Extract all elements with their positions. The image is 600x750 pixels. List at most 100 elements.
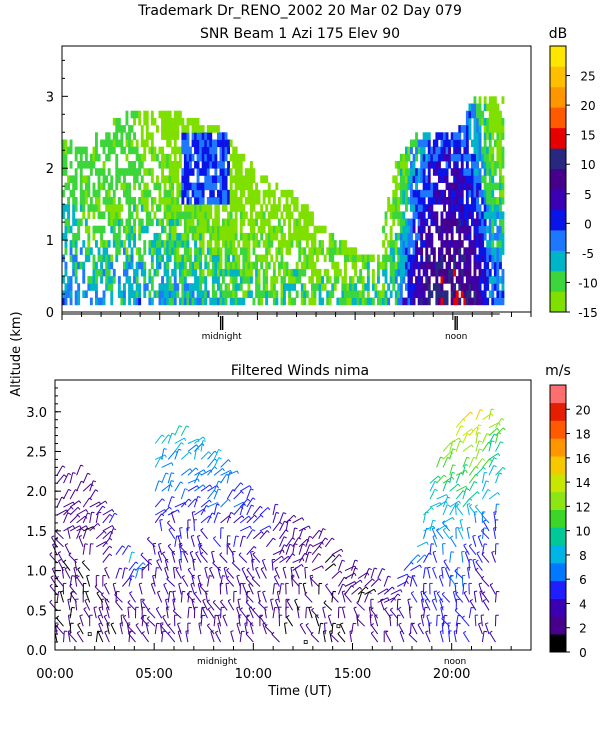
wind-barb-flag bbox=[243, 503, 247, 506]
snr-cell bbox=[478, 232, 482, 241]
snr-cell bbox=[255, 283, 258, 291]
snr-cell bbox=[97, 297, 101, 306]
snr-cell bbox=[493, 232, 497, 241]
wind-barb bbox=[126, 623, 130, 635]
snr-cell bbox=[191, 225, 195, 234]
snr-cell bbox=[499, 240, 502, 248]
snr-cell bbox=[138, 247, 142, 255]
snr-cell bbox=[150, 276, 154, 284]
wind-barb bbox=[167, 480, 172, 492]
snr-cell bbox=[171, 175, 175, 183]
snr-cell bbox=[465, 117, 469, 126]
snr-cell bbox=[277, 197, 281, 205]
wind-barb bbox=[482, 600, 490, 611]
wind-barb bbox=[481, 553, 490, 563]
wind-barb-flag bbox=[472, 534, 476, 537]
snr-cell bbox=[499, 146, 502, 155]
snr-cell bbox=[465, 232, 469, 241]
snr-cell bbox=[476, 297, 479, 306]
snr-cell bbox=[272, 204, 276, 212]
wind-barb bbox=[399, 631, 405, 643]
wind-barb bbox=[337, 584, 344, 595]
snr-cell bbox=[432, 283, 436, 291]
snr-cell bbox=[410, 240, 413, 248]
snr-cell bbox=[496, 240, 500, 248]
snr-cell bbox=[351, 297, 355, 306]
snr-cell bbox=[209, 161, 213, 169]
snr-cell bbox=[257, 283, 261, 291]
snr-cell bbox=[176, 132, 180, 140]
snr-cell bbox=[171, 161, 175, 169]
snr-cell bbox=[181, 197, 185, 205]
wind-barb bbox=[403, 576, 409, 587]
snr-cell bbox=[79, 146, 83, 155]
snr-cell bbox=[201, 153, 205, 162]
snr-cell bbox=[163, 268, 167, 277]
snr-cell bbox=[501, 197, 505, 205]
wind-barb bbox=[339, 623, 346, 635]
snr-cell bbox=[471, 110, 474, 119]
snr-cell bbox=[87, 276, 91, 284]
snr-cell bbox=[265, 204, 269, 212]
snr-cell bbox=[453, 283, 457, 291]
wind-barb bbox=[493, 527, 496, 539]
wind-barb bbox=[331, 554, 340, 563]
snr-cell bbox=[135, 261, 139, 270]
snr-cell bbox=[74, 268, 78, 277]
snr-cell bbox=[501, 218, 505, 227]
snr-cell bbox=[214, 297, 218, 306]
wind-barb-flag bbox=[283, 536, 287, 539]
snr-cell bbox=[229, 197, 233, 205]
snr-cell bbox=[244, 247, 248, 255]
snr-cell bbox=[110, 261, 114, 270]
wind-barb bbox=[187, 444, 197, 452]
snr-cell bbox=[150, 197, 154, 205]
wind-barb bbox=[200, 529, 208, 540]
snr-cell bbox=[438, 146, 441, 155]
snr-cell bbox=[163, 240, 167, 248]
snr-cell bbox=[252, 261, 256, 270]
snr-cell bbox=[473, 247, 477, 255]
snr-cell bbox=[130, 197, 134, 205]
snr-cell bbox=[168, 254, 172, 263]
wind-barb bbox=[56, 617, 64, 627]
wind-barb bbox=[180, 498, 190, 508]
wind-barb-flag bbox=[67, 527, 71, 529]
snr-cell bbox=[69, 276, 73, 284]
snr-cell bbox=[463, 125, 467, 133]
snr-cell bbox=[199, 225, 203, 234]
wind-barb bbox=[341, 591, 346, 603]
snr-cell bbox=[229, 225, 233, 234]
snr-cell bbox=[211, 283, 215, 291]
wind-barb-flag bbox=[439, 574, 443, 577]
snr-cell bbox=[501, 268, 505, 277]
snr-cell bbox=[440, 290, 444, 298]
snr-cell bbox=[407, 232, 411, 241]
snr-cell bbox=[194, 276, 197, 284]
wind-barb bbox=[226, 489, 234, 500]
snr-cell bbox=[77, 297, 81, 306]
snr-cell bbox=[72, 240, 76, 248]
wind-barb bbox=[77, 624, 84, 635]
wind-barb bbox=[479, 591, 483, 603]
snr-cell bbox=[405, 283, 408, 291]
snr-cell bbox=[166, 290, 170, 298]
wind-barb bbox=[324, 585, 333, 595]
snr-cell bbox=[181, 261, 185, 270]
wind-barb bbox=[217, 623, 222, 635]
snr-cell bbox=[275, 232, 279, 241]
wind-barb-flag bbox=[215, 630, 219, 633]
snr-cell bbox=[206, 247, 210, 255]
snr-cell bbox=[387, 297, 391, 306]
wind-barb-flag bbox=[77, 567, 81, 570]
snr-cell bbox=[204, 290, 208, 298]
snr-cell bbox=[438, 254, 441, 263]
wind-barb bbox=[96, 541, 107, 548]
snr-cell bbox=[62, 168, 65, 176]
wind-barb-flag bbox=[328, 614, 332, 617]
snr-cell bbox=[191, 125, 195, 133]
snr-cell bbox=[410, 161, 413, 169]
snr-cell bbox=[491, 96, 495, 104]
snr-cell bbox=[445, 232, 449, 241]
snr-cell bbox=[87, 211, 91, 219]
